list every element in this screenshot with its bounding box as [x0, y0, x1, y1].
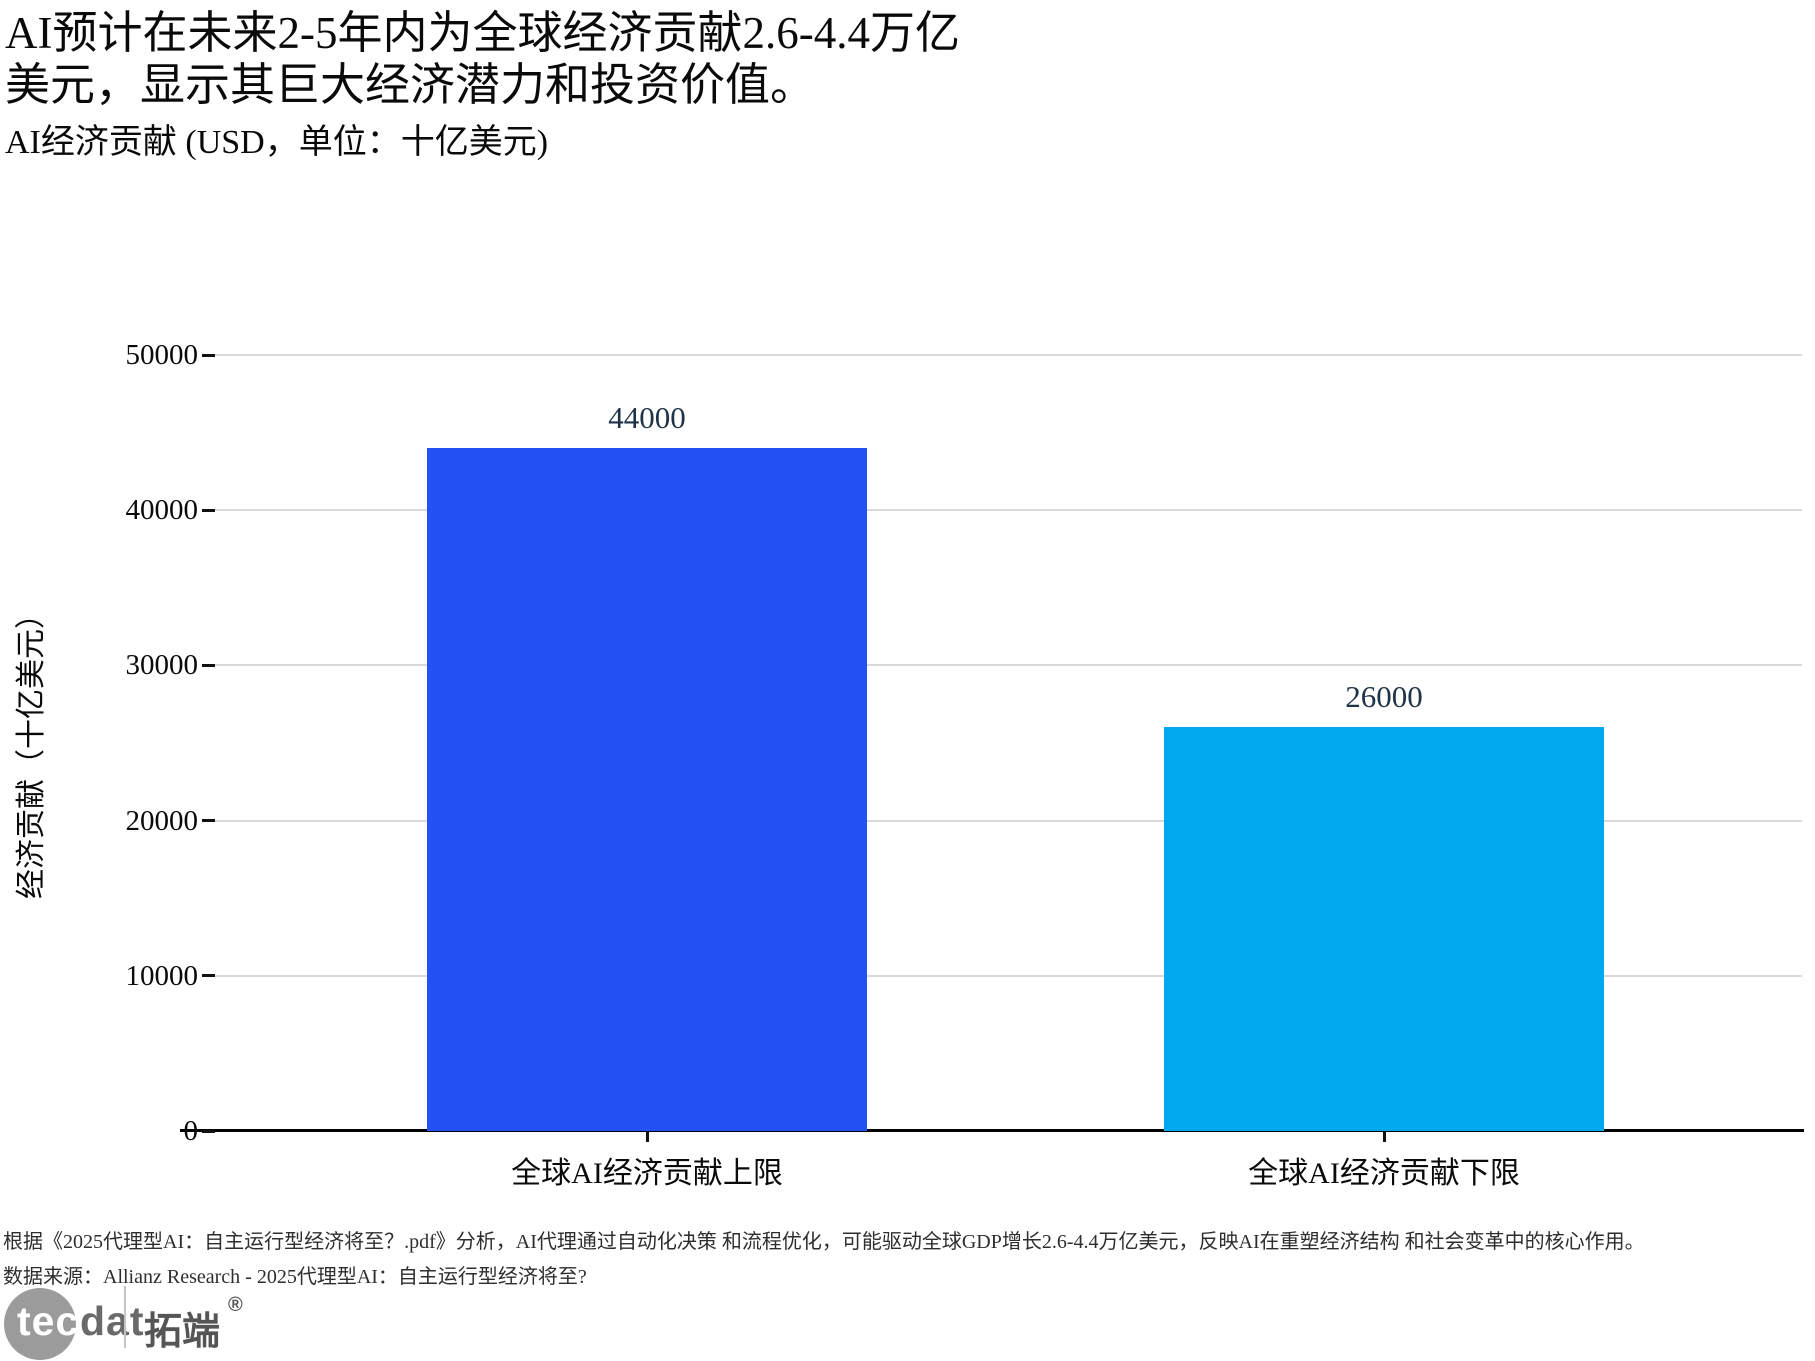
- x-axis-line: [180, 1129, 1804, 1132]
- bar-value-label: 26000: [1345, 679, 1423, 715]
- y-tick-label: 40000: [125, 494, 199, 527]
- y-tick-label: 10000: [125, 959, 199, 992]
- y-tick-label: 30000: [125, 649, 199, 682]
- y-tick-label: 0: [183, 1115, 199, 1147]
- chart-subtitle: AI经济贡献 (USD，单位：十亿美元): [5, 124, 549, 161]
- chart-title-line2: 美元，显示其巨大经济潜力和投资价值。: [5, 60, 816, 110]
- logo-registered-mark: ®: [228, 1294, 243, 1316]
- gridline: [215, 974, 1802, 977]
- logo-text-tec: tec: [17, 1298, 80, 1344]
- tecdat-logo-circle-icon: [4, 1288, 76, 1360]
- bar: [1164, 727, 1604, 1131]
- chart-title-line1: AI预计在未来2-5年内为全球经济贡献2.6-4.4万亿: [5, 8, 960, 58]
- bar-value-label: 44000: [608, 400, 686, 436]
- logo-text-dat: dat: [80, 1298, 145, 1344]
- x-tick-mark: [1382, 1131, 1386, 1142]
- footer-source-text: 数据来源：Allianz Research - 2025代理型AI：自主运行型经…: [3, 1266, 587, 1288]
- tecdat-logo: tec dat 拓端 ®: [4, 1286, 304, 1360]
- x-tick-label: 全球AI经济贡献下限: [1248, 1157, 1520, 1190]
- gridline: [215, 354, 1802, 356]
- x-tick-label: 全球AI经济贡献上限: [511, 1157, 783, 1190]
- footer-analysis-text: 根据《2025代理型AI：自主运行型经济将至？.pdf》分析，AI代理通过自动化…: [3, 1231, 1645, 1253]
- y-tick-mark: [202, 663, 215, 667]
- logo-text-cn: 拓端: [144, 1311, 221, 1353]
- gridline: [215, 664, 1802, 667]
- y-tick-mark: [202, 974, 215, 978]
- y-axis-title: 经济贡献（十亿美元）: [15, 599, 48, 899]
- y-tick-mark: [202, 1129, 215, 1133]
- y-tick-mark: [202, 819, 215, 823]
- logo-divider: [124, 1286, 126, 1348]
- y-tick-mark: [202, 353, 215, 357]
- gridline: [215, 509, 1802, 512]
- y-tick-mark: [202, 508, 215, 512]
- y-tick-label: 20000: [125, 804, 199, 837]
- x-tick-mark: [645, 1131, 649, 1142]
- bar: [427, 448, 867, 1131]
- gridline: [215, 819, 1802, 822]
- y-tick-label: 50000: [125, 339, 199, 371]
